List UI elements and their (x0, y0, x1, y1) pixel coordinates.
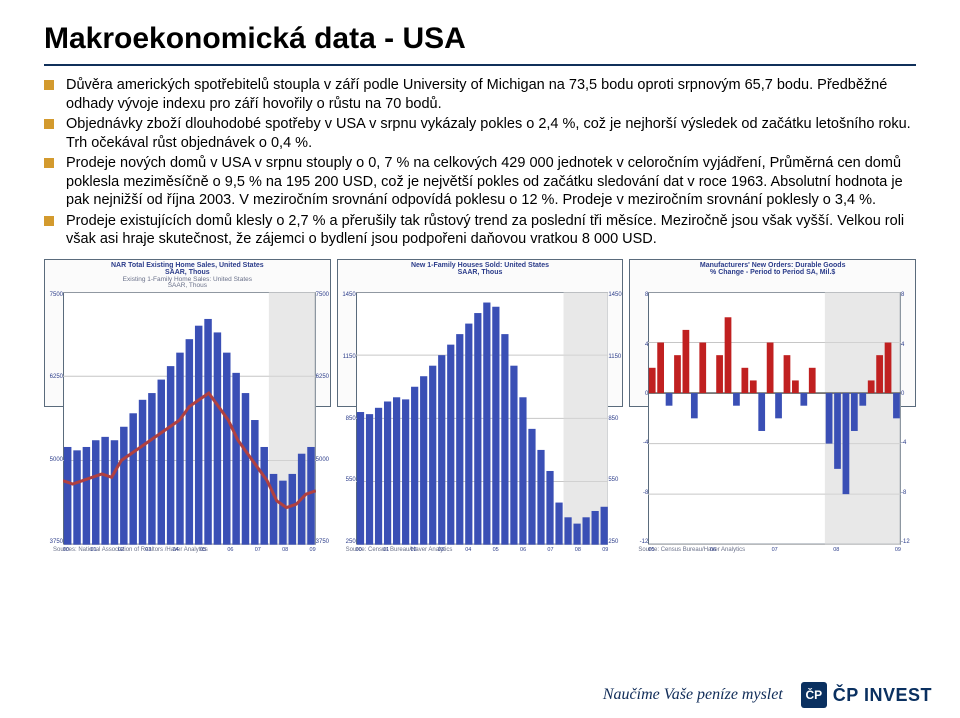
bullet-list: Důvěra amerických spotřebitelů stoupla v… (44, 76, 916, 249)
bullet-item: Prodeje nových domů v USA v srpnu stoupl… (44, 154, 916, 210)
chart-new-houses-sold: New 1-Family Houses Sold: United States … (337, 259, 624, 407)
chart-title: Manufacturers' New Orders: Durable Goods (632, 262, 913, 269)
chart-title-2: % Change - Period to Period SA, Mil.$ (632, 269, 913, 276)
footer: Naučíme Vaše peníze myslet ČP ČP INVEST (0, 676, 960, 714)
logo-text: ČP INVEST (833, 685, 932, 706)
chart-plot: 840-4-8-12 840-4-8-12 0506070809 (648, 292, 901, 545)
bullet-item: Objednávky zboží dlouhodobé spotřeby v U… (44, 115, 916, 152)
chart-title-2: SAAR, Thous (340, 269, 621, 276)
chart-durable-goods: Manufacturers' New Orders: Durable Goods… (629, 259, 916, 407)
chart-title: New 1-Family Houses Sold: United States (340, 262, 621, 269)
bullet-item: Prodeje existujících domů klesly o 2,7 %… (44, 212, 916, 249)
bullet-item: Důvěra amerických spotřebitelů stoupla v… (44, 76, 916, 113)
footer-slogan: Naučíme Vaše peníze myslet (603, 686, 783, 704)
chart-existing-home-sales: NAR Total Existing Home Sales, United St… (44, 259, 331, 407)
chart-title: NAR Total Existing Home Sales, United St… (47, 262, 328, 269)
chart-subtitle-2: SAAR, Thous (47, 283, 328, 290)
footer-logo: ČP ČP INVEST (801, 682, 932, 708)
chart-plot: 14501150850550250 14501150850550250 0001… (356, 292, 609, 545)
logo-mark-icon: ČP (801, 682, 827, 708)
page-title: Makroekonomická data - USA (44, 18, 916, 66)
chart-plot: 7500625050003750 7500625050003750 000102… (63, 292, 316, 545)
